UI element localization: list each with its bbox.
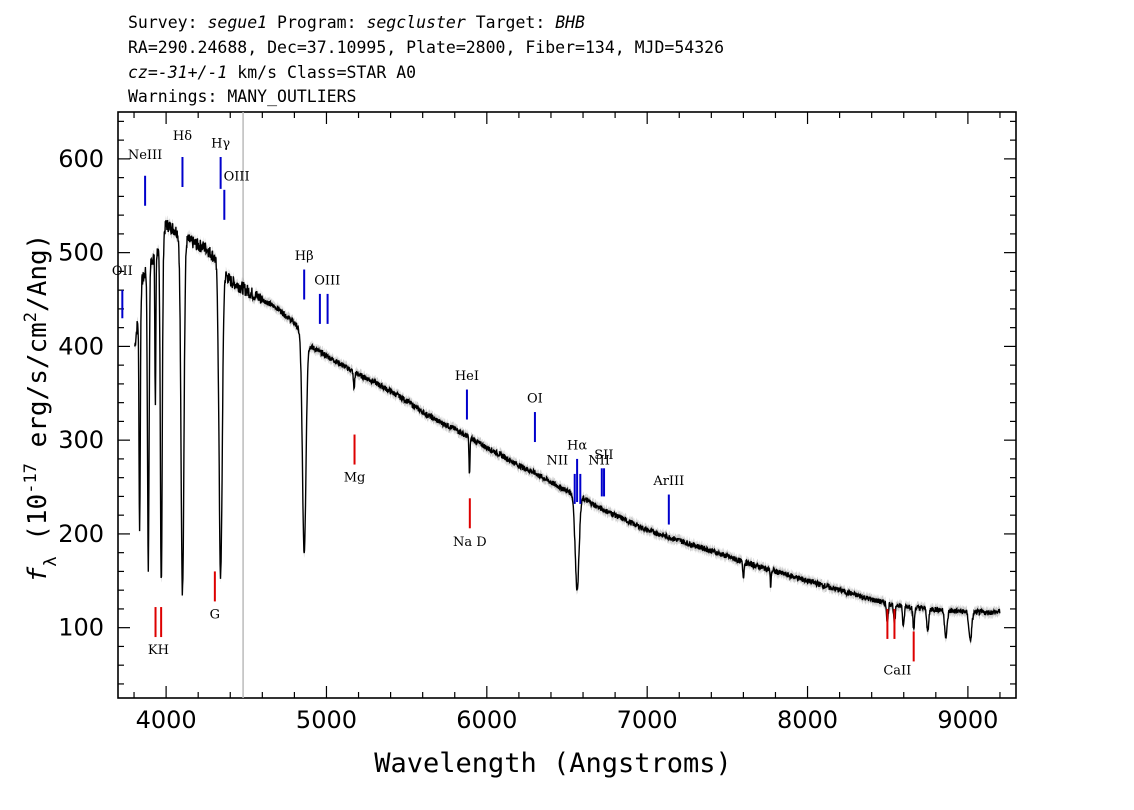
y-tick-label: 300 (58, 426, 104, 454)
target-name: BHB (555, 13, 585, 32)
header-line-1: Survey: segue1 Program: segcluster Targe… (128, 13, 585, 32)
emission-label: Hα (567, 439, 587, 454)
x-tick-label: 7000 (617, 706, 678, 734)
x-axis-title: Wavelength (Angstroms) (374, 748, 732, 779)
emission-label: NII (588, 454, 610, 469)
emission-label: Hδ (173, 129, 192, 144)
y-tick-label: 500 (58, 239, 104, 267)
emission-label: Hβ (295, 249, 314, 264)
y-tick-label: 100 (58, 614, 104, 642)
emission-label: ArIII (652, 474, 684, 489)
absorption-label: Mg (344, 470, 366, 485)
emission-label: OI (527, 392, 543, 407)
redshift-value: cz=-31+/-1 (128, 63, 228, 82)
spectrum-line (134, 219, 1001, 644)
emission-label: Hγ (211, 137, 230, 152)
survey-name: segue1 (207, 13, 268, 32)
error-band (134, 215, 1000, 646)
emission-label: SII (594, 448, 613, 463)
axis-labels: Wavelength (Angstroms) fλ (10-17 erg/s/cm… (21, 234, 732, 779)
header-line-2: RA=290.24688, Dec=37.10995, Plate=2800, … (128, 38, 725, 57)
axes: 4000 5000 6000 7000 8000 9000 100 200 300 400 500 6… (58, 111, 1017, 734)
absorption-label: CaII (883, 664, 911, 679)
y-tick-label: 400 (58, 332, 104, 360)
y-tick-label: 200 (58, 520, 104, 548)
x-tick-label: 4000 (136, 706, 197, 734)
program-name: segcluster (366, 13, 466, 32)
emission-label: OII (112, 264, 133, 279)
x-tick-label: 5000 (296, 706, 357, 734)
line-markers: NeIIIHδHγOIIIOIIHβOIIIHeIOINIIHαNIISIIAr… (112, 129, 915, 679)
emission-label: OIII (314, 274, 340, 289)
x-tick-label: 9000 (937, 706, 998, 734)
emission-label: NII (547, 454, 569, 469)
absorption-label: Na D (453, 535, 487, 550)
plot-frame (117, 111, 1017, 699)
emission-label: OIII (224, 169, 250, 184)
emission-label: NeIII (128, 148, 162, 163)
emission-label: HeI (455, 369, 479, 384)
absorption-label: KH (148, 643, 169, 658)
y-tick-label: 600 (58, 145, 104, 173)
x-tick-label: 6000 (456, 706, 517, 734)
x-tick-label: 8000 (777, 706, 838, 734)
absorption-label: G (210, 607, 220, 622)
header-line-4: Warnings: MANY_OUTLIERS (128, 87, 357, 106)
spectrum (134, 215, 1001, 646)
header-line-3: cz=-31+/-1 km/s Class=STAR A0 (128, 63, 417, 82)
y-axis-title: fλ (10-17 erg/s/cm2/Ang) (21, 234, 61, 583)
